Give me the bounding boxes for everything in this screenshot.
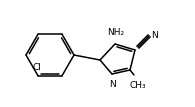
Text: NH₂: NH₂ <box>107 28 125 37</box>
Text: N: N <box>110 80 116 89</box>
Text: N: N <box>151 31 158 40</box>
Text: CH₃: CH₃ <box>130 81 146 90</box>
Text: Cl: Cl <box>33 63 42 72</box>
